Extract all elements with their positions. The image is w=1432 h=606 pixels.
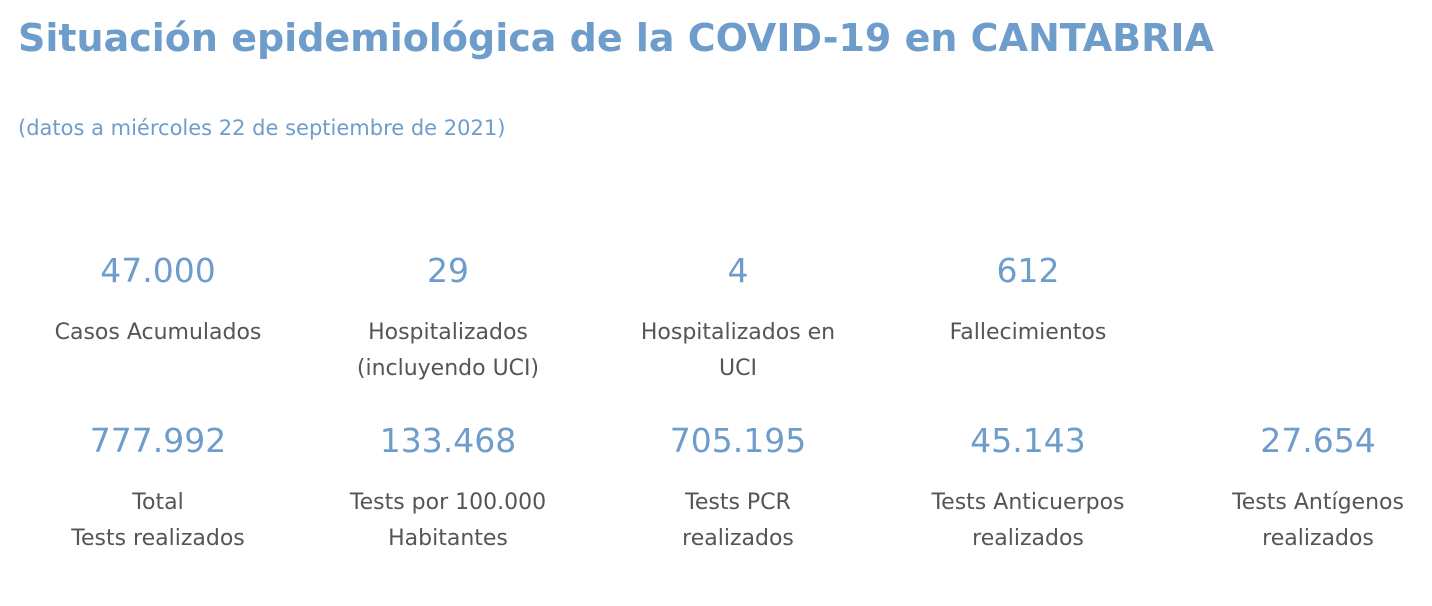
stat-label: Total Tests realizados	[71, 490, 245, 551]
stat-hospitalizados-uci: 4 Hospitalizados en UCI	[598, 251, 878, 387]
stat-label: Tests PCR realizados	[682, 490, 794, 551]
stat-value: 27.654	[1260, 421, 1376, 460]
stat-label: Tests Anticuerpos realizados	[931, 490, 1125, 551]
stat-label: Fallecimientos	[949, 320, 1107, 345]
stat-label: Casos Acumulados	[54, 320, 262, 345]
stat-value: 47.000	[100, 251, 216, 290]
stat-total-tests: 777.992 Total Tests realizados	[18, 421, 298, 557]
stat-tests-pcr: 705.195 Tests PCR realizados	[598, 421, 878, 557]
page-title: Situación epidemiológica de la COVID-19 …	[18, 16, 1214, 60]
stat-value: 705.195	[669, 421, 807, 460]
stat-label: Tests por 100.000 Habitantes	[349, 490, 547, 551]
stat-tests-anticuerpos: 45.143 Tests Anticuerpos realizados	[888, 421, 1168, 557]
stat-tests-antigenos: 27.654 Tests Antígenos realizados	[1178, 421, 1432, 557]
stat-value: 777.992	[89, 421, 227, 460]
stat-value: 29	[427, 251, 469, 290]
stat-casos-acumulados: 47.000 Casos Acumulados	[18, 251, 298, 351]
stat-label: Hospitalizados en UCI	[640, 320, 836, 381]
stat-value: 612	[996, 251, 1060, 290]
stat-label: Hospitalizados (incluyendo UCI)	[356, 320, 540, 381]
stat-tests-por-100000: 133.468 Tests por 100.000 Habitantes	[308, 421, 588, 557]
stat-value: 45.143	[970, 421, 1086, 460]
stat-hospitalizados: 29 Hospitalizados (incluyendo UCI)	[308, 251, 588, 387]
stat-fallecimientos: 612 Fallecimientos	[888, 251, 1168, 351]
data-date-subtitle: (datos a miércoles 22 de septiembre de 2…	[18, 116, 506, 140]
stat-value: 4	[727, 251, 749, 290]
stat-label: Tests Antígenos realizados	[1232, 490, 1404, 551]
stat-value: 133.468	[379, 421, 517, 460]
